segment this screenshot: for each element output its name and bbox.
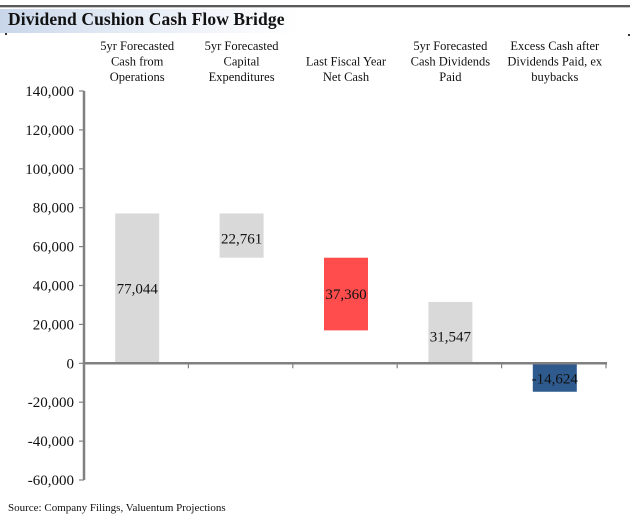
frame-mark-left [5, 33, 7, 35]
y-tick-label: -20,000 [28, 395, 74, 411]
category-label-line: Last Fiscal Year [306, 55, 387, 69]
bar-4 [428, 301, 473, 364]
y-tick-label: -40,000 [28, 434, 74, 450]
bar-3 [324, 257, 368, 331]
category-label-line: 5yr Forecasted [413, 39, 488, 53]
category-label-line: Operations [110, 70, 165, 84]
y-tick-label: 80,000 [33, 201, 74, 217]
data-label-2: 22,761 [221, 231, 262, 247]
y-tick-label: -60,000 [28, 473, 74, 489]
category-label: Last Fiscal Year Net Cash [306, 55, 387, 85]
category-label-line: Capital [224, 55, 261, 69]
y-tick-label: 140,000 [25, 84, 74, 100]
frame-mark-right [628, 34, 630, 36]
category-label-line: Excess Cash after [510, 39, 600, 53]
category-label: 5yr Forecasted Capital Expenditures [205, 39, 280, 84]
data-label-5: -14,624 [532, 371, 579, 387]
category-label-line: Net Cash [323, 70, 370, 84]
data-label-3: 37,360 [325, 287, 366, 303]
category-label: Excess Cash after Dividends Paid, ex buyba… [507, 39, 603, 84]
category-label-line: Paid [439, 70, 462, 84]
title-band [0, 9, 300, 33]
top-rule-shadow [0, 7, 630, 8]
y-tick-label: 20,000 [33, 317, 74, 333]
chart-title: Dividend Cushion Cash Flow Bridge [8, 9, 285, 29]
category-label-line: 5yr Forecasted [100, 39, 175, 53]
category-label-line: 5yr Forecasted [205, 39, 280, 53]
y-tick-label: 120,000 [25, 123, 74, 139]
bar-1 [115, 213, 160, 364]
category-label-line: Dividends Paid, ex [507, 55, 603, 69]
source-note: Source: Company Filings, Valuentum Proje… [8, 502, 226, 514]
category-label: 5yr Forecasted Cash Dividends Paid [411, 39, 491, 84]
category-label-line: Cash from [111, 55, 164, 69]
category-label-line: Expenditures [209, 70, 275, 84]
bar-5 [532, 363, 577, 392]
data-label-4: 31,547 [430, 329, 472, 345]
category-label: 5yr Forecasted Cash from Operations [100, 39, 175, 84]
y-tick-label: 100,000 [25, 162, 74, 178]
category-label-line: Cash Dividends [411, 55, 491, 69]
top-rule [0, 5, 630, 7]
y-tick-label: 40,000 [33, 279, 74, 295]
bar-2 [219, 213, 264, 258]
y-tick-label: 0 [67, 356, 75, 372]
data-label-1: 77,044 [117, 281, 159, 297]
category-label-line: buybacks [531, 70, 578, 84]
y-tick-label: 60,000 [33, 240, 74, 256]
